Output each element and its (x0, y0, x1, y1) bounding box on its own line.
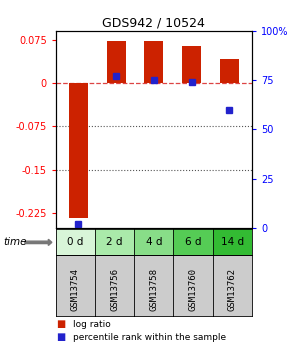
Bar (220, 59, 239, 83)
Text: GSM13760: GSM13760 (189, 268, 197, 311)
Text: ■: ■ (56, 319, 65, 329)
Bar (69, 83, 88, 218)
Text: time: time (3, 237, 26, 247)
Text: 4 d: 4 d (146, 237, 162, 247)
Text: 6 d: 6 d (185, 237, 201, 247)
Text: GSM13762: GSM13762 (228, 268, 237, 311)
Text: GSM13754: GSM13754 (71, 268, 80, 311)
Text: GSM13758: GSM13758 (149, 268, 158, 311)
Text: GSM13756: GSM13756 (110, 268, 119, 311)
Title: GDS942 / 10524: GDS942 / 10524 (102, 17, 205, 30)
Bar (182, 46, 201, 83)
Text: 0 d: 0 d (67, 237, 84, 247)
Bar (107, 41, 125, 83)
Text: 2 d: 2 d (106, 237, 123, 247)
Text: ■: ■ (56, 332, 65, 342)
Bar (144, 41, 163, 83)
Text: log ratio: log ratio (73, 320, 111, 329)
Text: 14 d: 14 d (221, 237, 244, 247)
Text: percentile rank within the sample: percentile rank within the sample (73, 333, 226, 342)
